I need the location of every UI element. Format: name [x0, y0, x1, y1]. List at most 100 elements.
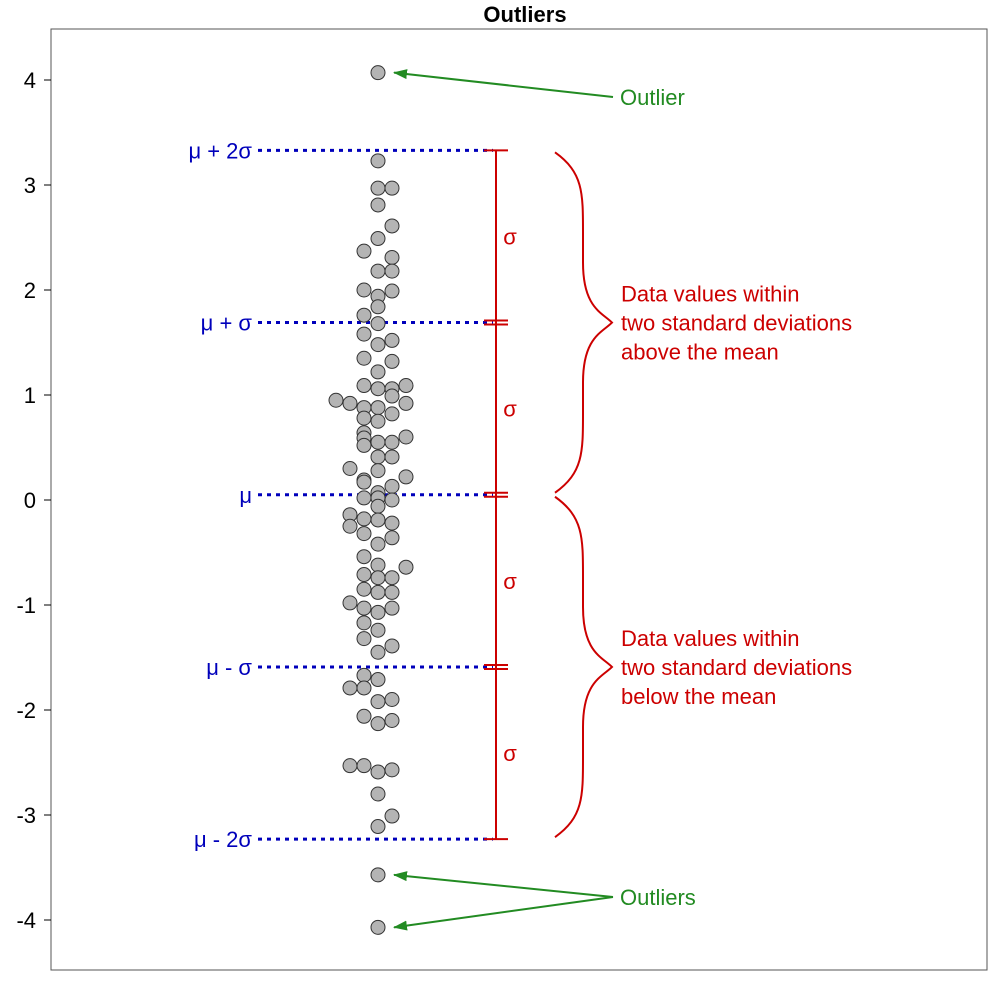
brace-annotation-text: two standard deviations: [621, 311, 852, 336]
curly-brace: [554, 495, 614, 838]
data-point: [384, 762, 400, 778]
data-point: [384, 353, 400, 369]
y-tick-label: -3: [16, 803, 36, 828]
y-axis: 4 3 2 1 0 -1 -2 -3 -4: [16, 68, 51, 933]
data-point: [398, 429, 414, 445]
outlier-label: Outliers: [620, 885, 696, 910]
reference-label: μ: [239, 483, 252, 508]
data-point: [384, 570, 400, 586]
data-point: [370, 316, 386, 332]
data-point: [342, 395, 358, 411]
data-point: [356, 549, 372, 565]
reference-label: μ - σ: [206, 655, 252, 680]
data-point: [356, 350, 372, 366]
sigma-label: σ: [503, 569, 517, 594]
outlier-arrow: [393, 69, 614, 98]
data-point: [370, 584, 386, 600]
data-point: [398, 395, 414, 411]
data-point: [384, 692, 400, 707]
data-point: [384, 478, 400, 494]
data-point: [384, 808, 400, 824]
data-point: [384, 180, 400, 196]
data-point: [370, 434, 386, 450]
data-point: [342, 518, 358, 534]
data-point: [356, 282, 372, 298]
data-point: [356, 600, 372, 616]
y-tick-label: -2: [16, 698, 36, 723]
y-tick-label: 0: [24, 488, 36, 513]
data-point: [370, 197, 386, 213]
data-point: [384, 638, 400, 654]
data-point: [370, 463, 386, 479]
y-tick-label: 3: [24, 173, 36, 198]
data-point: [356, 243, 372, 259]
data-point: [370, 672, 386, 688]
data-point: [384, 600, 400, 616]
data-point: [370, 716, 386, 732]
sigma-bar: σ σ σ σ: [484, 149, 517, 841]
data-point: [384, 332, 400, 348]
outlier-label: Outlier: [620, 85, 685, 110]
reference-label: μ + 2σ: [188, 138, 252, 163]
data-point: [370, 381, 386, 397]
data-point: [370, 536, 386, 552]
brace-annotation-text: above the mean: [621, 340, 779, 365]
data-point: [370, 570, 386, 586]
data-point: [370, 919, 386, 935]
data-point: [370, 786, 386, 802]
data-point: [370, 65, 386, 81]
data-points: [328, 65, 414, 935]
data-point: [356, 474, 372, 490]
reference-lines: μ + 2σ μ + σ μ μ - σ μ - 2σ: [188, 138, 493, 852]
y-tick-label: 2: [24, 278, 36, 303]
data-point: [370, 694, 386, 710]
data-point: [370, 413, 386, 429]
sigma-label: σ: [503, 397, 517, 422]
data-point: [356, 326, 372, 342]
data-point: [370, 498, 386, 514]
data-point: [356, 758, 372, 774]
data-point: [384, 263, 400, 279]
data-point: [384, 515, 400, 531]
data-point: [356, 511, 372, 527]
brace-annotation-text: below the mean: [621, 684, 776, 709]
outlier-arrow: [393, 896, 614, 931]
data-point: [370, 764, 386, 780]
data-point: [342, 758, 358, 774]
data-point: [356, 437, 372, 453]
data-point: [398, 378, 414, 394]
data-point: [370, 644, 386, 660]
data-point: [356, 378, 372, 394]
data-point: [370, 867, 386, 883]
data-point: [384, 492, 400, 508]
braces: Data values within two standard deviation…: [554, 151, 852, 838]
data-point: [370, 604, 386, 620]
data-point: [342, 595, 358, 611]
outlier-arrow: [393, 871, 614, 898]
data-point: [384, 218, 400, 234]
data-point: [384, 283, 400, 299]
data-point: [370, 180, 386, 196]
data-point: [370, 231, 386, 247]
data-point: [370, 449, 386, 465]
y-tick-label: -1: [16, 593, 36, 618]
data-point: [356, 526, 372, 542]
data-point: [356, 410, 372, 426]
data-point: [398, 559, 414, 575]
data-point: [356, 615, 372, 631]
data-point: [356, 581, 372, 597]
data-point: [384, 713, 400, 728]
brace-annotation-text: Data values within: [621, 626, 800, 651]
data-point: [398, 469, 414, 485]
y-tick-label: -4: [16, 908, 36, 933]
data-point: [384, 249, 400, 265]
data-point: [356, 307, 372, 323]
data-point: [356, 631, 372, 647]
sigma-label: σ: [503, 741, 517, 766]
data-point: [356, 490, 372, 506]
data-point: [356, 680, 372, 696]
reference-label: μ + σ: [201, 311, 253, 336]
sigma-label: σ: [503, 224, 517, 249]
chart-title: Outliers: [483, 2, 566, 27]
